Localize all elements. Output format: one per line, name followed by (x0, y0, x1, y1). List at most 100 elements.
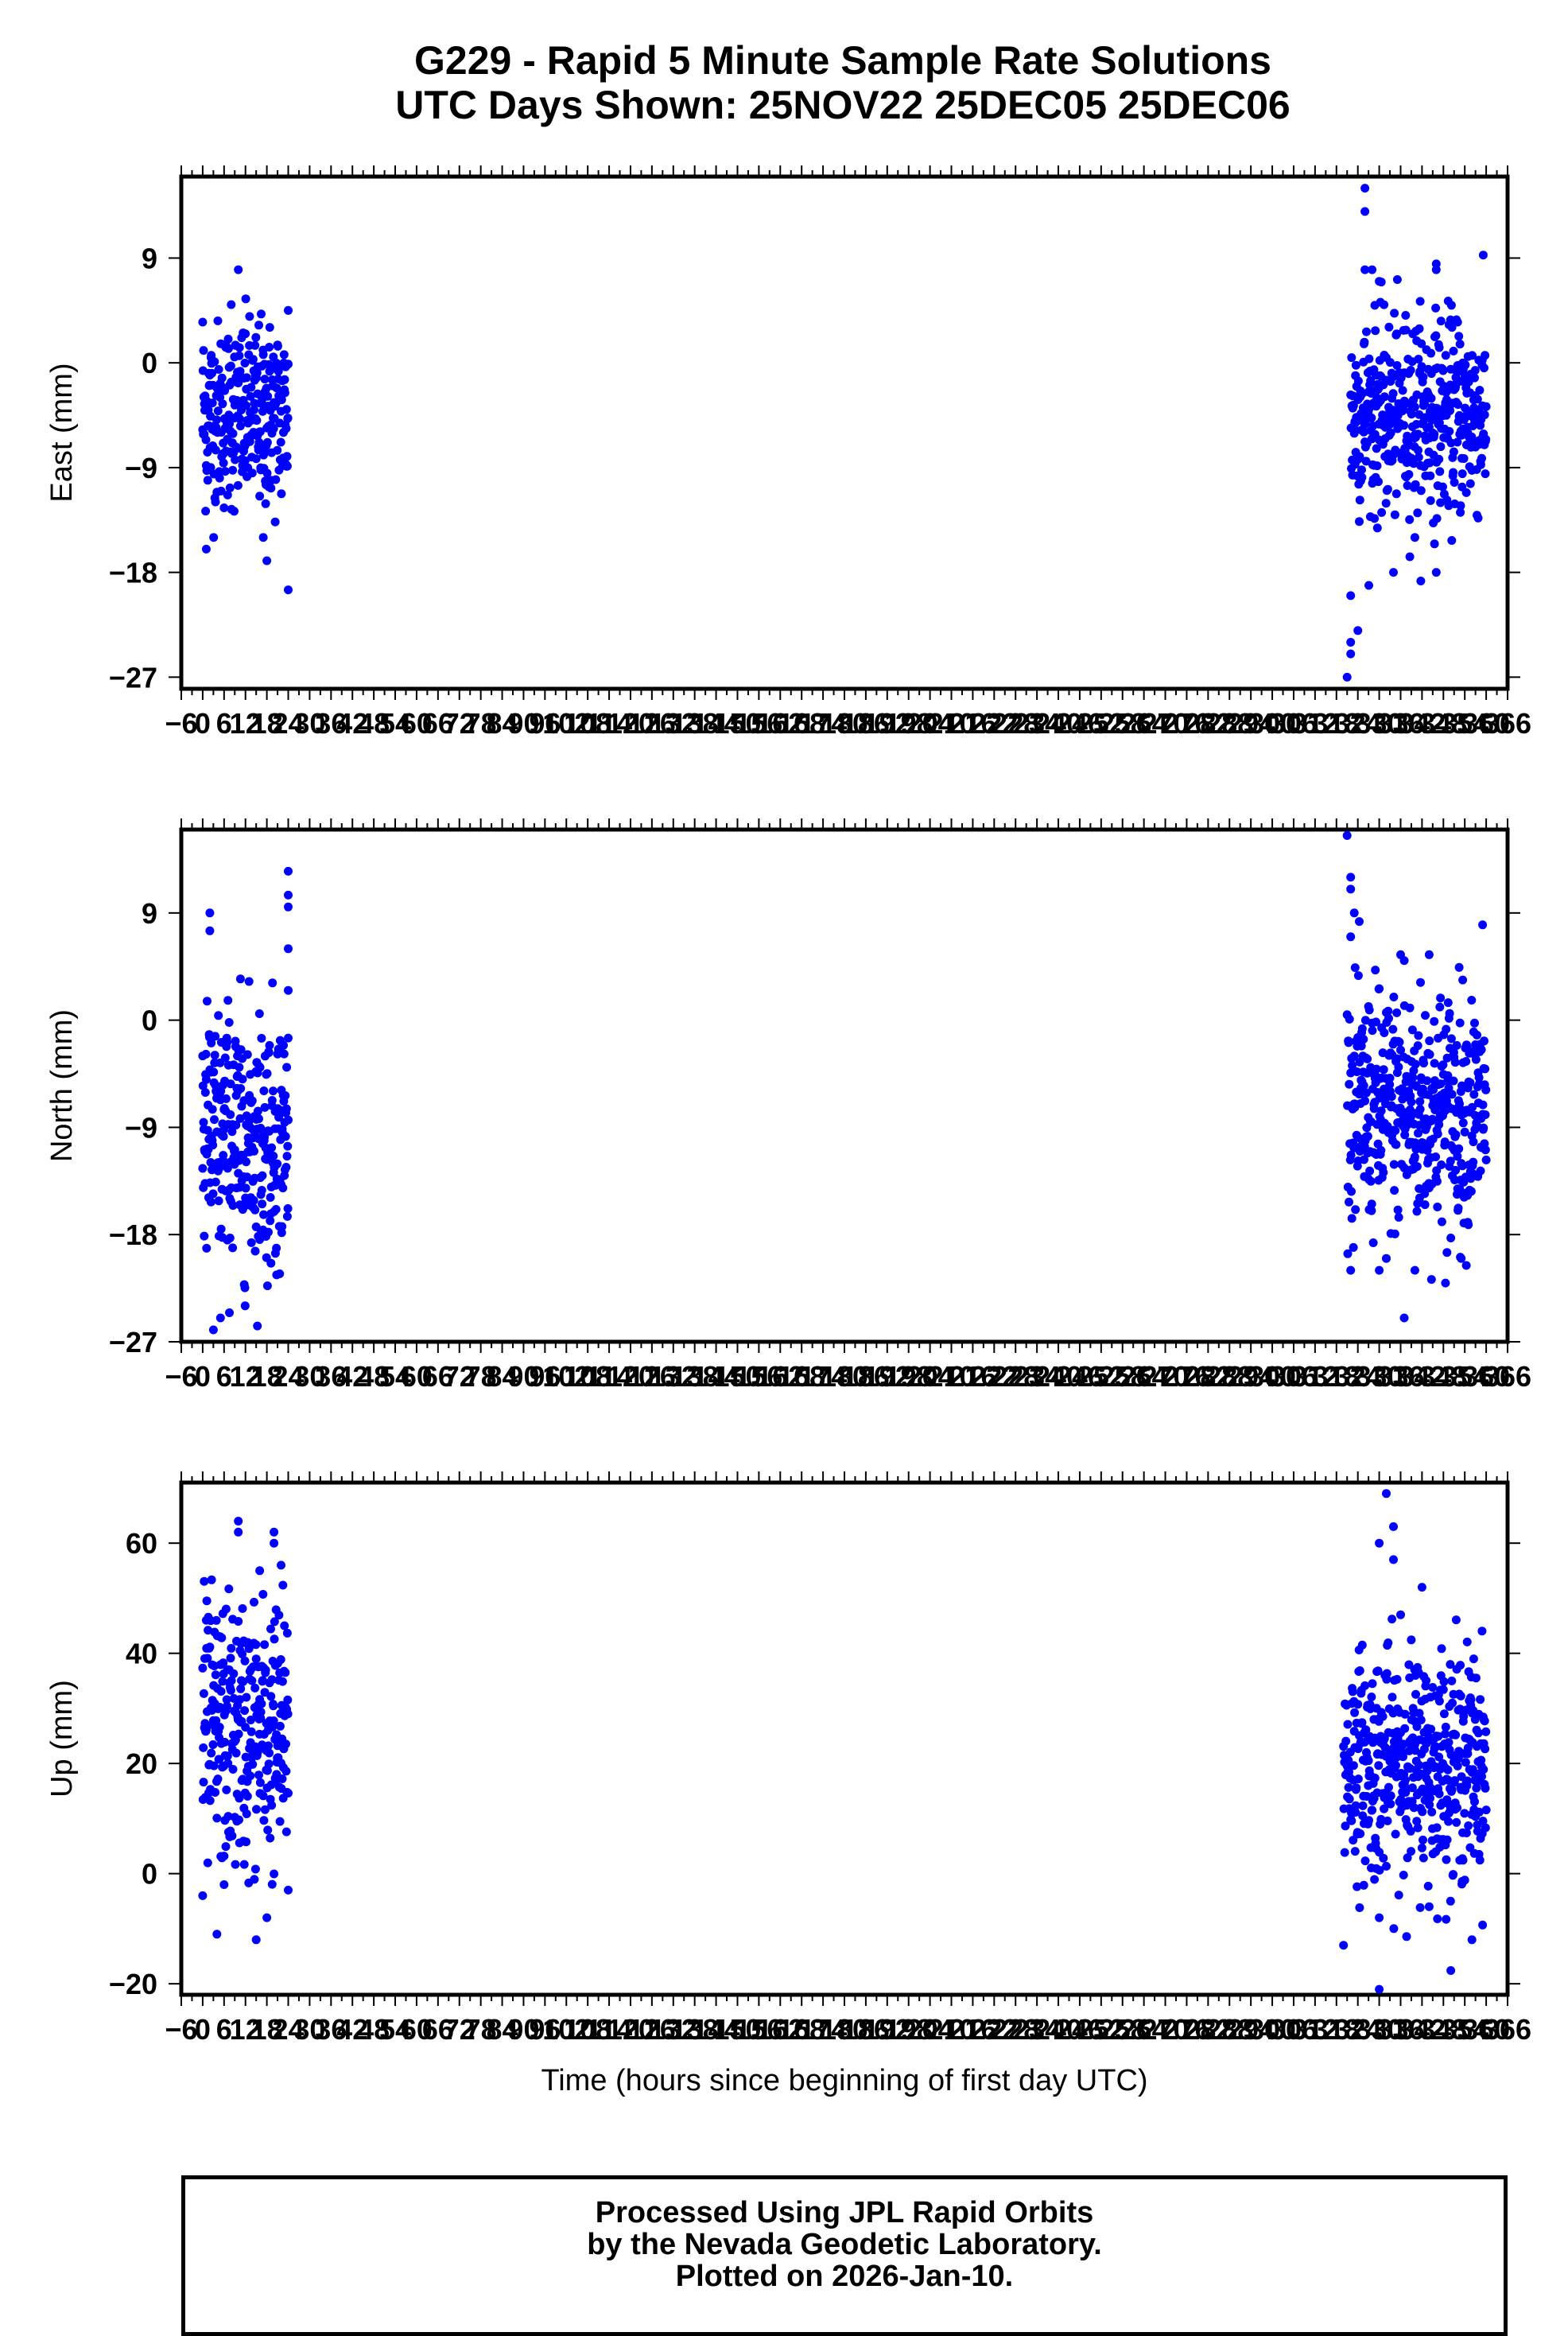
data-point (1447, 1676, 1457, 1685)
x-tick-label: 246 (1056, 707, 1104, 740)
data-point (1351, 1808, 1360, 1817)
x-tick-label: 204 (906, 2013, 954, 2046)
data-point (236, 1045, 246, 1055)
data-point (203, 1654, 212, 1663)
data-point (198, 317, 208, 327)
data-point (208, 1105, 217, 1114)
x-tick-label: 30 (293, 1360, 325, 1393)
data-point (235, 367, 245, 376)
x-tick-label: 198 (885, 1360, 933, 1393)
x-tick-label: 168 (778, 2013, 825, 2046)
x-tick-label: 276 (1162, 2013, 1210, 2046)
data-point (1375, 1538, 1384, 1548)
data-point (208, 368, 216, 378)
data-point (241, 1184, 250, 1193)
data-point (1422, 1076, 1432, 1086)
x-tick-label: 138 (671, 1360, 719, 1393)
data-point (272, 1243, 281, 1253)
data-point (226, 1654, 235, 1663)
x-tick-label: 330 (1356, 2013, 1403, 2046)
x-tick-label: 240 (1034, 1360, 1082, 1393)
x-tick-label: 312 (1291, 1360, 1339, 1393)
data-point (235, 1815, 243, 1825)
data-point (1453, 1761, 1462, 1770)
data-point (1442, 1248, 1452, 1257)
data-point (199, 1778, 208, 1787)
data-point (1457, 1161, 1467, 1171)
x-tick-label: 306 (1270, 1360, 1318, 1393)
data-point (1456, 1691, 1465, 1700)
data-point (209, 533, 219, 542)
data-point (209, 1761, 219, 1770)
data-point (1382, 1669, 1391, 1678)
x-tick-label: 294 (1227, 1360, 1275, 1393)
data-point (219, 1880, 229, 1889)
data-point (224, 1584, 234, 1594)
data-point (1399, 1313, 1409, 1323)
data-point (1447, 1785, 1457, 1794)
data-point (1345, 1014, 1354, 1024)
data-point (1405, 1003, 1415, 1013)
data-point (1411, 1059, 1420, 1069)
data-point (219, 458, 228, 468)
data-point (283, 1695, 293, 1704)
data-point (1476, 1166, 1485, 1176)
data-point (284, 305, 293, 315)
data-point (1392, 361, 1402, 370)
data-point (1383, 1816, 1392, 1825)
data-point (1481, 469, 1490, 479)
data-point (1465, 479, 1475, 488)
data-point (1391, 1761, 1400, 1770)
y-tick-label: −27 (109, 661, 157, 694)
data-point (1373, 1666, 1383, 1676)
data-point (1359, 1081, 1368, 1090)
data-point (198, 1891, 208, 1900)
y-axis-label: Up (mm) (45, 1680, 79, 1798)
data-point (1416, 577, 1426, 585)
data-point (255, 427, 265, 437)
data-point (1343, 1720, 1353, 1729)
data-point (1356, 1829, 1365, 1838)
y-tick-label: −18 (109, 1219, 157, 1251)
x-tick-label: 24 (272, 707, 304, 740)
data-point (1379, 1853, 1388, 1863)
data-point (284, 1033, 293, 1043)
data-point (201, 1075, 211, 1084)
x-tick-label: 42 (336, 1360, 368, 1393)
x-tick-label: 258 (1099, 2013, 1147, 2046)
data-point (1456, 1661, 1465, 1670)
data-point (1477, 1627, 1487, 1636)
data-point (1396, 1794, 1406, 1804)
data-point (254, 1009, 264, 1018)
data-point (1449, 1076, 1458, 1086)
data-point (223, 490, 232, 499)
data-point (1341, 1821, 1350, 1831)
data-point (1431, 331, 1441, 340)
data-point (261, 1666, 270, 1675)
x-tick-label: 48 (358, 1360, 390, 1393)
data-point (1356, 1041, 1366, 1051)
data-point (1441, 1722, 1450, 1732)
data-point (235, 1794, 244, 1803)
x-tick-label: 360 (1462, 2013, 1510, 2046)
data-point (240, 1301, 250, 1311)
data-point (243, 1791, 252, 1801)
data-point (1481, 1085, 1491, 1094)
x-tick-label: 252 (1077, 707, 1125, 740)
data-point (262, 1766, 272, 1775)
data-point (1346, 638, 1356, 647)
data-point (236, 1684, 246, 1693)
data-point (1481, 1110, 1490, 1119)
series-points (198, 1489, 1491, 1994)
data-point (1420, 399, 1430, 409)
x-tick-label: 234 (1013, 1360, 1061, 1393)
data-point (1470, 1018, 1479, 1028)
x-tick-label: 84 (487, 707, 518, 740)
y-tick-label: 9 (142, 242, 157, 274)
data-point (1378, 1712, 1388, 1721)
data-point (263, 1825, 273, 1835)
data-point (1416, 1716, 1426, 1724)
data-point (1461, 488, 1471, 497)
data-point (239, 1860, 249, 1869)
data-point (1432, 1823, 1442, 1833)
